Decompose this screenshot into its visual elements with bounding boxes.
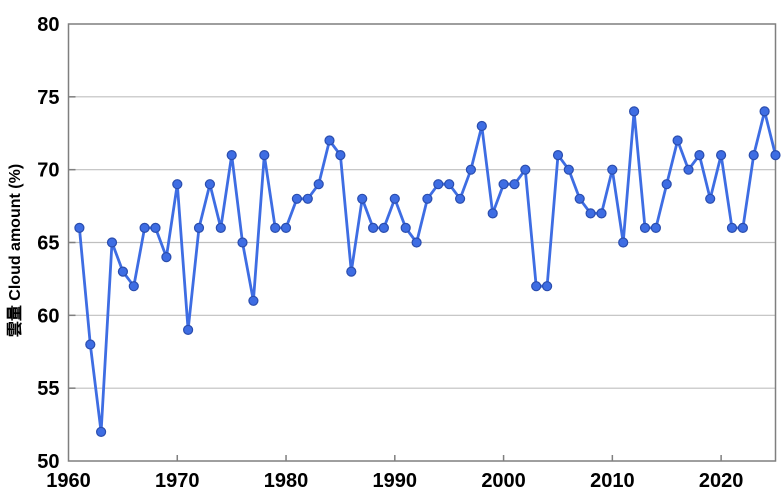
data-point xyxy=(74,222,85,233)
data-point xyxy=(726,222,738,233)
y-tick-label-65: 65 xyxy=(37,233,59,255)
data-point xyxy=(280,222,292,233)
data-point xyxy=(259,150,270,161)
data-point xyxy=(226,150,237,161)
data-point xyxy=(465,164,476,175)
data-point xyxy=(498,179,509,190)
x-tick-label-2010: 2010 xyxy=(590,470,635,492)
data-point xyxy=(444,179,455,190)
data-point xyxy=(400,222,411,233)
x-tick-label-1980: 1980 xyxy=(264,470,309,492)
data-point xyxy=(585,208,596,219)
data-point xyxy=(389,193,400,204)
data-point xyxy=(128,281,139,292)
data-point xyxy=(433,179,444,190)
y-tick-label-75: 75 xyxy=(37,87,59,109)
data-point xyxy=(455,193,466,204)
data-point xyxy=(541,281,553,292)
data-point xyxy=(346,266,357,277)
y-tick-label-60: 60 xyxy=(37,305,59,327)
data-point xyxy=(694,150,705,161)
data-point xyxy=(520,164,531,175)
data-point xyxy=(552,150,564,161)
x-tick-label-1970: 1970 xyxy=(155,470,200,492)
data-point xyxy=(183,324,194,335)
data-point xyxy=(618,237,629,248)
y-tick-label-70: 70 xyxy=(37,160,59,182)
data-point xyxy=(422,193,433,204)
data-point xyxy=(85,339,96,350)
data-point xyxy=(193,222,205,233)
data-point xyxy=(117,266,129,277)
data-point xyxy=(705,193,716,204)
data-point xyxy=(204,179,215,190)
x-tick-label-2000: 2000 xyxy=(481,470,526,492)
y-axis-title: 雲量 Cloud amount (%) xyxy=(6,164,24,337)
data-point xyxy=(683,164,694,175)
x-tick-label-1990: 1990 xyxy=(373,470,418,492)
data-point xyxy=(335,150,346,161)
data-point xyxy=(737,222,749,233)
data-point xyxy=(248,295,259,306)
data-point xyxy=(106,237,118,248)
data-point xyxy=(368,222,379,233)
data-point xyxy=(411,237,422,248)
data-point xyxy=(628,106,640,117)
data-point xyxy=(748,150,759,161)
data-point xyxy=(302,193,313,204)
data-point xyxy=(650,222,662,233)
data-point xyxy=(237,237,248,248)
data-point xyxy=(291,193,302,204)
data-point xyxy=(715,150,727,161)
data-point xyxy=(672,135,683,146)
data-point xyxy=(215,222,226,233)
data-point xyxy=(509,179,520,190)
data-point xyxy=(661,179,672,190)
data-point xyxy=(172,179,183,190)
data-point xyxy=(476,120,487,132)
data-point xyxy=(139,222,150,233)
data-point xyxy=(270,222,281,233)
x-tick-label-1960: 1960 xyxy=(46,470,91,492)
data-point xyxy=(607,164,618,175)
data-point xyxy=(639,222,651,233)
data-point xyxy=(759,106,770,117)
x-tick-label-2020: 2020 xyxy=(699,470,744,492)
y-tick-label-80: 80 xyxy=(37,14,59,36)
data-point xyxy=(531,281,542,292)
data-point xyxy=(313,179,324,190)
data-point xyxy=(324,135,335,146)
data-point xyxy=(563,164,574,175)
data-point xyxy=(770,150,781,161)
data-line xyxy=(78,110,777,434)
data-point xyxy=(487,208,498,219)
data-point xyxy=(95,426,107,437)
data-point xyxy=(357,193,368,204)
data-point xyxy=(574,193,585,204)
data-point xyxy=(378,222,389,233)
y-tick-label-50: 50 xyxy=(37,451,59,473)
data-point xyxy=(596,208,607,219)
y-tick-label-55: 55 xyxy=(37,378,59,400)
data-point xyxy=(150,222,161,233)
data-point xyxy=(161,252,172,263)
